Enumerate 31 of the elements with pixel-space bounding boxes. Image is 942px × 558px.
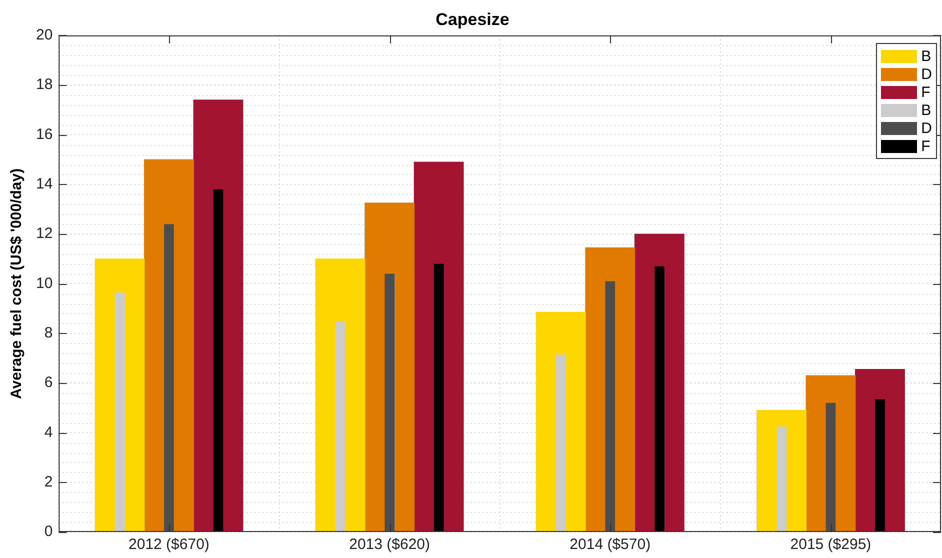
bar [875, 399, 885, 532]
legend-label: D [921, 66, 932, 83]
y-tick-label: 20 [36, 26, 53, 44]
chart-title: Capesize [436, 10, 510, 29]
y-tick-label: 16 [36, 126, 53, 143]
bar [213, 189, 224, 532]
legend-label: B [921, 102, 932, 119]
y-tick-label: 8 [44, 324, 53, 342]
x-tick-label: 2012 ($670) [128, 536, 210, 554]
bar [384, 274, 394, 532]
bar [826, 402, 836, 532]
bar [654, 266, 664, 532]
legend-label: F [921, 138, 930, 155]
legend-label: B [921, 48, 932, 65]
y-axis-title: Average fuel cost (US$ '000/day) [8, 168, 26, 400]
bar [434, 264, 444, 532]
y-tick-label: 14 [36, 176, 53, 193]
x-tick-label: 2015 ($295) [790, 536, 872, 554]
y-tick-label: 18 [36, 76, 53, 94]
y-tick-label: 2 [44, 473, 53, 490]
y-tick-label: 12 [36, 225, 53, 242]
y-tick-label: 0 [44, 523, 53, 540]
y-tick-label: 6 [44, 374, 53, 392]
bar [605, 281, 616, 532]
legend-label: F [921, 84, 930, 101]
y-tick-label: 10 [36, 274, 53, 292]
legend-label: D [921, 120, 932, 137]
x-tick-label: 2014 ($570) [570, 536, 651, 554]
x-tick-label: 2013 ($620) [349, 536, 430, 554]
bar [164, 224, 174, 532]
y-tick-label: 4 [44, 424, 53, 441]
